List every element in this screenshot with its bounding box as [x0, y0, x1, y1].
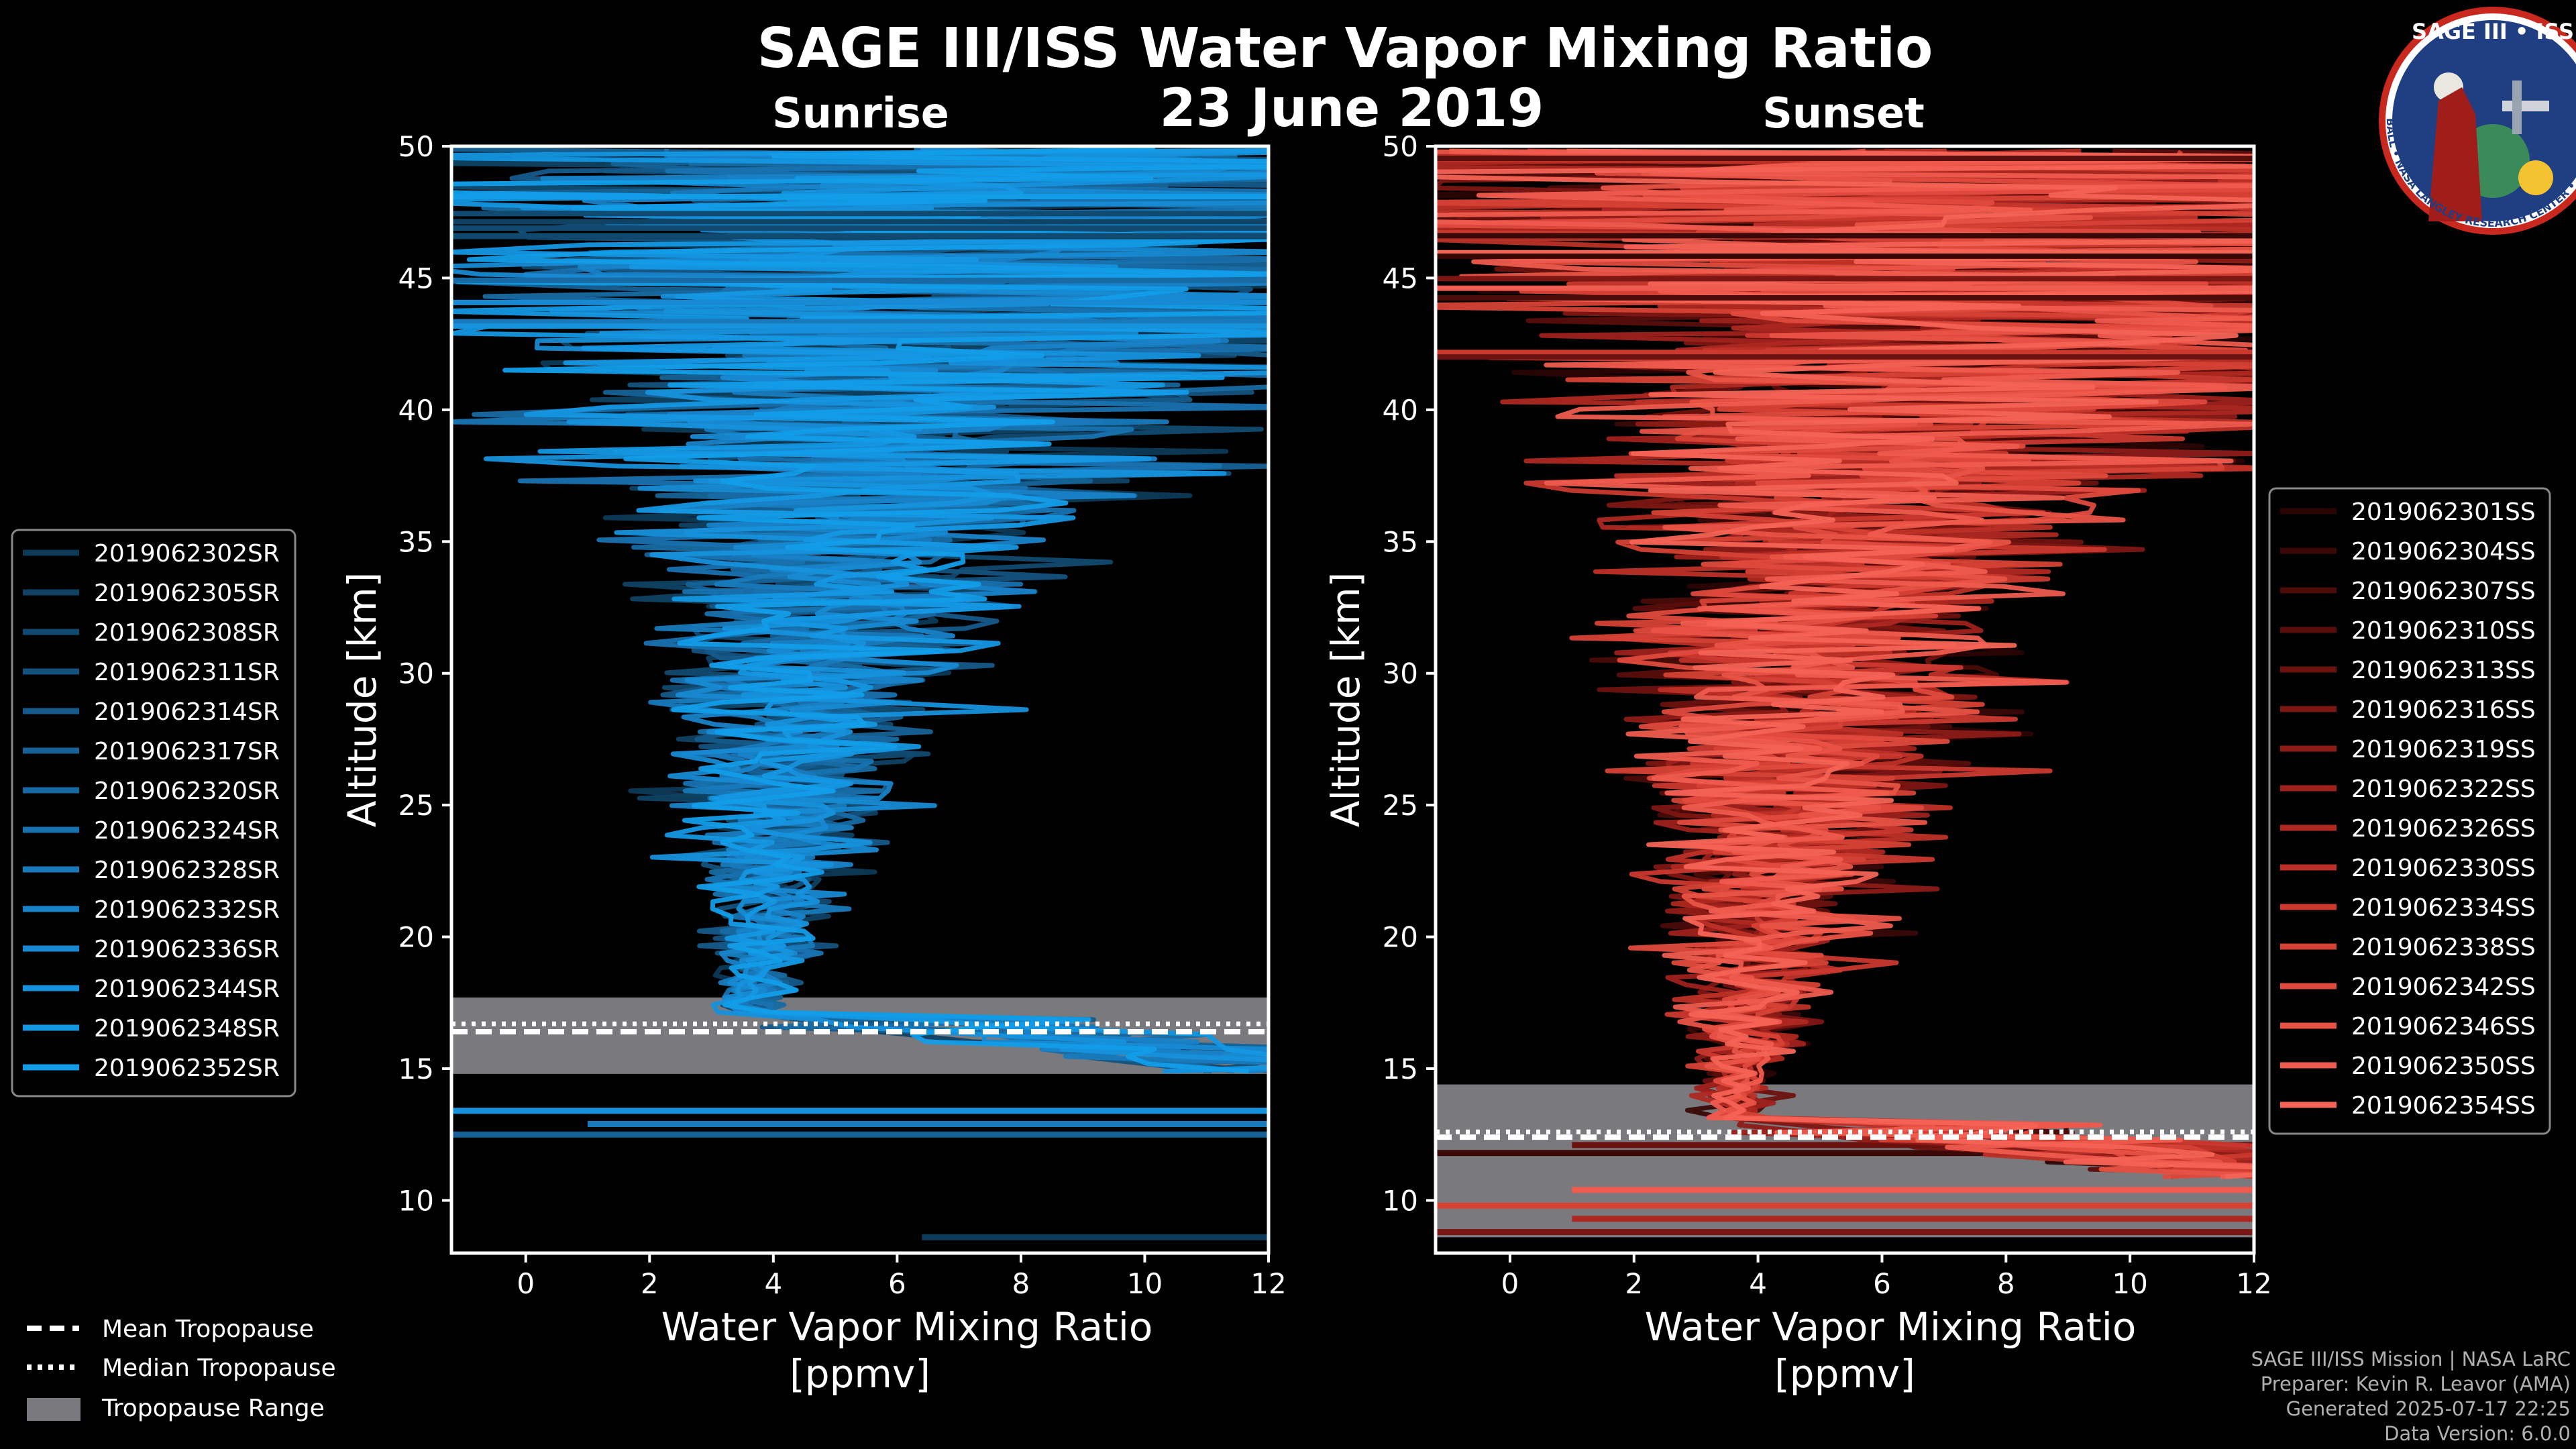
y-tick-label: 35: [1383, 525, 1418, 558]
legend-label: 2019062350SS: [2351, 1053, 2536, 1080]
y-tick-label: 50: [1383, 130, 1418, 163]
x-tick-label: 10: [1127, 1267, 1163, 1300]
sunrise-x-axis-label: Water Vapor Mixing Ratio: [661, 1304, 1153, 1350]
y-tick-label: 25: [1383, 789, 1418, 822]
median-tropopause-legend-label: Median Tropopause: [102, 1354, 336, 1382]
y-tick-label: 30: [398, 657, 434, 690]
legend-label: 2019062346SS: [2351, 1013, 2536, 1040]
legend-label: 2019062310SS: [2351, 617, 2536, 645]
legend-label: 2019062302SR: [94, 540, 280, 568]
legend-label: 2019062320SR: [94, 777, 280, 805]
legend-label: 2019062344SR: [94, 975, 280, 1003]
chart-title: SAGE III/ISS Water Vapor Mixing Ratio: [757, 17, 1933, 80]
legend-box: [11, 529, 297, 1097]
sage-iss-logo: SAGE III • ISS BALL • NASA LANGLEY RESEA…: [2379, 7, 2576, 235]
tropopause-range-legend-patch: [27, 1398, 80, 1421]
sunset-axes-frame: [1434, 144, 2256, 1255]
legend-label: 2019062338SS: [2351, 934, 2536, 961]
legend-label: 2019062305SR: [94, 580, 280, 607]
iss-station-icon: [2502, 101, 2549, 111]
legend-label: 2019062316SS: [2351, 696, 2536, 724]
profile-line-2019062354SS: [1436, 148, 2254, 1179]
y-tick-label: 45: [1383, 262, 1418, 294]
sunrise-panel: 0 2 4 6 8 10 12 10 15 20 25 30 35 40 45 50 Altitude [km…: [339, 130, 1287, 1397]
x-tick-label: 8: [1012, 1267, 1030, 1300]
legend-label: 2019062328SR: [94, 857, 280, 884]
x-tick-label: 2: [641, 1267, 659, 1300]
x-tick-label: 4: [764, 1267, 782, 1300]
y-tick-label: 20: [398, 921, 434, 954]
sunset-x-axis-label: Water Vapor Mixing Ratio: [1645, 1304, 2137, 1350]
legend-label: 2019062301SS: [2351, 498, 2536, 526]
chart-subtitle: 23 June 2019: [1160, 78, 1544, 139]
sunrise-y-axis-label: Altitude [km]: [339, 572, 385, 827]
legend-label: 2019062314SR: [94, 698, 280, 726]
y-tick-label: 20: [1383, 921, 1418, 954]
legend-label: 2019062330SS: [2351, 855, 2536, 882]
x-tick-label: 12: [2236, 1267, 2271, 1300]
y-tick-label: 10: [1383, 1184, 1418, 1217]
sun-icon: [2518, 160, 2553, 195]
legend-label: 2019062307SS: [2351, 578, 2536, 605]
sunset-panel: 0 2 4 6 8 10 12 10 15 20 25 30 35 40 45 50 Altitude [km…: [1323, 130, 2272, 1397]
credit-mission: SAGE III/ISS Mission | NASA LaRC: [2251, 1348, 2571, 1371]
panel-title-sunset: Sunset: [1762, 89, 1925, 138]
legend-label: 2019062332SR: [94, 896, 280, 924]
credit-version: Data Version: 6.0.0: [2384, 1422, 2571, 1445]
y-tick-label: 35: [398, 525, 434, 558]
y-tick-label: 30: [1383, 657, 1418, 690]
x-tick-label: 0: [517, 1267, 535, 1300]
legend-label: 2019062317SR: [94, 738, 280, 765]
credit-generated: Generated 2025-07-17 22:25: [2286, 1397, 2571, 1420]
sunset-x-axis-unit: [ppmv]: [1774, 1351, 1915, 1397]
legend-label: 2019062348SR: [94, 1015, 280, 1042]
y-tick-label: 45: [398, 262, 434, 294]
legend-label: 2019062311SR: [94, 659, 280, 686]
y-tick-label: 50: [398, 130, 434, 163]
panel-title-sunrise: Sunrise: [772, 89, 949, 138]
sunrise-axes-frame: [449, 144, 1271, 1255]
x-tick-label: 4: [1749, 1267, 1767, 1300]
profile-line-2019062342SS: [1436, 148, 2254, 1179]
sunset-legend: 2019062301SS 2019062304SS 2019062307SS 2019…: [2268, 487, 2551, 1135]
legend-label: 2019062322SS: [2351, 775, 2536, 803]
credits: SAGE III/ISS Mission | NASA LaRC Prepare…: [2251, 1348, 2571, 1445]
legend-label: 2019062336SR: [94, 936, 280, 963]
legend-label: 2019062352SR: [94, 1055, 280, 1082]
legend-box: [2268, 487, 2551, 1135]
sunset-y-axis-label: Altitude [km]: [1323, 572, 1368, 827]
credit-preparer: Preparer: Kevin R. Leavor (AMA): [2261, 1373, 2571, 1395]
legend-label: 2019062326SS: [2351, 815, 2536, 843]
legend-label: 2019062313SS: [2351, 657, 2536, 684]
x-tick-label: 10: [2112, 1267, 2147, 1300]
y-tick-label: 15: [398, 1053, 434, 1085]
legend-label: 2019062324SR: [94, 817, 280, 845]
legend-label: 2019062354SS: [2351, 1092, 2536, 1120]
x-tick-label: 6: [1873, 1267, 1891, 1300]
y-tick-label: 40: [398, 394, 434, 427]
x-tick-label: 8: [1997, 1267, 2015, 1300]
logo-title: SAGE III • ISS: [2412, 19, 2574, 44]
tropopause-range-legend-label: Tropopause Range: [101, 1395, 325, 1422]
x-tick-label: 12: [1250, 1267, 1286, 1300]
y-tick-label: 15: [1383, 1053, 1418, 1085]
sunrise-legend: 2019062302SR 2019062305SR 2019062308SR 2019…: [11, 529, 297, 1097]
x-tick-label: 2: [1625, 1267, 1643, 1300]
tropopause-legend: Mean Tropopause Median Tropopause Tropop…: [27, 1316, 336, 1422]
sunrise-x-axis-unit: [ppmv]: [790, 1351, 930, 1397]
astronomer-figure-icon: [2428, 87, 2482, 221]
y-tick-label: 40: [1383, 394, 1418, 427]
legend-label: 2019062342SS: [2351, 973, 2536, 1001]
mean-tropopause-legend-label: Mean Tropopause: [102, 1316, 314, 1343]
legend-label: 2019062308SR: [94, 619, 280, 647]
y-tick-label: 10: [398, 1184, 434, 1217]
x-tick-label: 6: [888, 1267, 906, 1300]
legend-label: 2019062304SS: [2351, 538, 2536, 566]
x-tick-label: 0: [1501, 1267, 1519, 1300]
legend-label: 2019062334SS: [2351, 894, 2536, 922]
y-tick-label: 25: [398, 789, 434, 822]
legend-label: 2019062319SS: [2351, 736, 2536, 763]
